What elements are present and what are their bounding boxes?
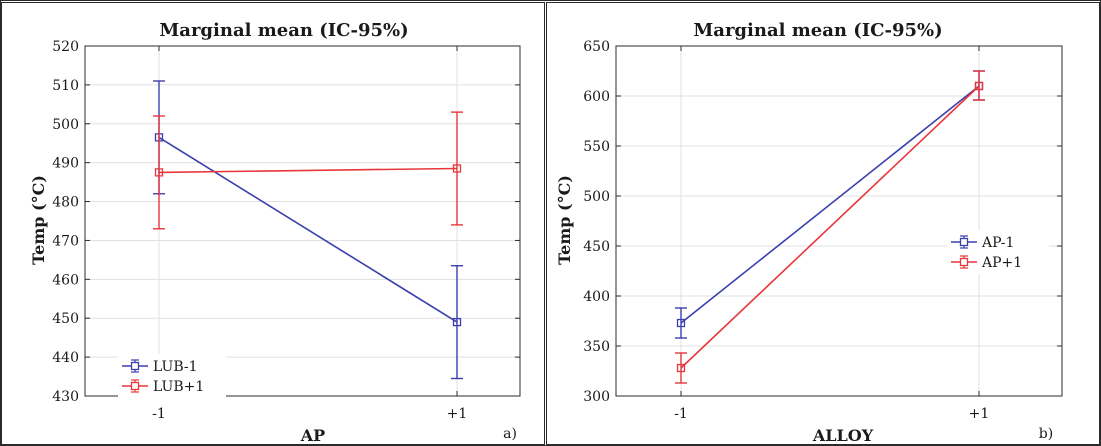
legend: LUB-1 LUB+1 <box>118 354 226 400</box>
x-tick-label: +1 <box>969 406 990 422</box>
chart-panel-a: 430 440 450 460 470 480 490 500 510 520 -1 +1 Margin… <box>1 2 545 445</box>
data-point <box>974 81 984 91</box>
y-tick-label: 480 <box>52 195 79 211</box>
legend-swatch-marker <box>959 257 969 267</box>
legend-label: LUB+1 <box>153 379 204 395</box>
legend-swatch-marker <box>130 381 140 391</box>
y-tick-label: 350 <box>583 339 610 355</box>
y-tick-label: 510 <box>52 78 79 94</box>
series-line <box>680 85 980 369</box>
panel-border <box>546 2 1100 445</box>
legend-label: LUB-1 <box>153 359 198 375</box>
legend: AP-1 AP+1 <box>947 230 1049 274</box>
y-axis-label: Temp (°C) <box>29 175 48 265</box>
y-tick-label: 500 <box>52 117 79 133</box>
legend-label: AP+1 <box>981 255 1022 271</box>
x-tick-label: +1 <box>447 406 468 422</box>
y-tick-label: 440 <box>52 350 79 366</box>
data-point <box>452 164 462 173</box>
x-axis-label: ALLOY <box>812 426 874 445</box>
data-point <box>676 318 686 328</box>
y-tick-label: 470 <box>52 233 79 249</box>
x-axis-label: AP <box>300 426 325 445</box>
series-line <box>158 167 458 174</box>
chart-title: Marginal mean (IC-95%) <box>159 20 408 41</box>
legend-swatch-marker <box>130 361 140 371</box>
y-tick-label: 490 <box>52 156 79 172</box>
chart-title: Marginal mean (IC-95%) <box>693 20 942 41</box>
y-tick-label: 650 <box>583 39 610 55</box>
legend-swatch-marker <box>959 237 969 247</box>
panel-label: a) <box>503 426 517 442</box>
chart-panel-b: 300 350 400 450 500 550 600 650 -1 +1 Marginal mea… <box>546 2 1100 445</box>
y-axis-label: Temp (°C) <box>555 175 574 265</box>
data-point <box>676 363 686 373</box>
series-ap-1 <box>675 70 985 384</box>
data-point <box>154 168 164 177</box>
y-tick-label: 600 <box>583 89 610 105</box>
x-tick-label: -1 <box>674 406 688 422</box>
data-point <box>452 317 462 327</box>
y-tick-label: 300 <box>583 389 610 405</box>
y-tick-label: 460 <box>52 272 79 288</box>
legend-label: AP-1 <box>981 235 1014 251</box>
panel-border <box>1 2 545 445</box>
y-tick-label: 520 <box>52 39 79 55</box>
y-tick-label: 430 <box>52 389 79 405</box>
series-ap-1 <box>675 70 985 339</box>
series-lub-1 <box>153 111 463 230</box>
y-tick-label: 450 <box>583 239 610 255</box>
plot-area <box>615 45 1063 397</box>
series-lub-1 <box>153 80 463 380</box>
y-tick-label: 500 <box>583 189 610 205</box>
y-tick-label: 550 <box>583 139 610 155</box>
series-line <box>680 85 980 324</box>
series-line <box>158 136 458 323</box>
plot-area <box>84 45 521 397</box>
panel-label: b) <box>1039 426 1053 442</box>
x-tick-label: -1 <box>152 406 166 422</box>
y-tick-label: 400 <box>583 289 610 305</box>
y-tick-label: 450 <box>52 311 79 327</box>
